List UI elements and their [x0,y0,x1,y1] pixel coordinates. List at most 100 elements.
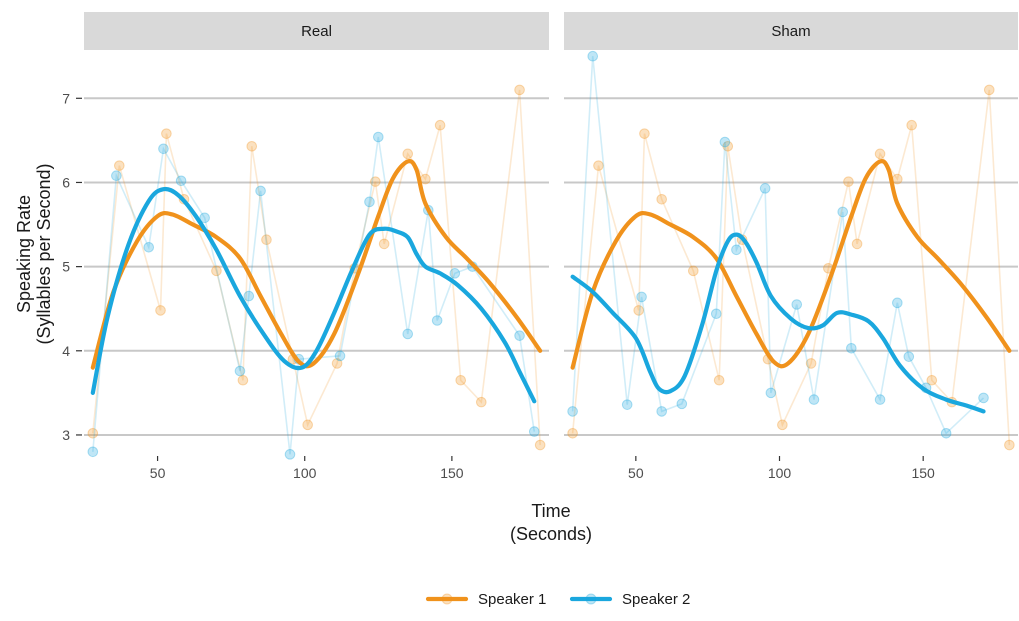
data-point-speaker-1 [434,119,446,131]
data-point-speaker-1 [983,84,995,96]
data-point-speaker-1 [906,119,917,131]
data-point-speaker-1 [874,148,886,160]
data-point-speaker-2 [621,399,633,410]
data-point-speaker-2 [87,446,99,458]
data-point-speaker-1 [722,140,734,152]
data-point-speaker-1 [370,176,381,187]
data-point-speaker-2 [719,136,731,148]
y-axis-title-line-1: Speaking Rate [14,195,34,313]
facet-label: Sham [771,23,810,40]
data-point-speaker-2 [528,426,540,437]
smooth-line-speaker-1 [90,158,543,370]
legend: Speaker 1 Speaker 2 [425,591,690,608]
data-point-speaker-1 [261,234,272,245]
x-tick-label: 150 [440,465,464,481]
raw-line-speaker-1 [571,89,1011,446]
data-point-speaker-1 [777,419,788,431]
raw-line-speaker-2 [571,56,985,435]
data-point-speaker-1 [237,374,249,386]
data-point-speaker-1 [420,173,431,185]
x-tick-label: 150 [911,465,935,481]
data-point-speaker-2 [636,291,647,303]
data-point-speaker-2 [846,342,857,354]
legend-key-point [585,593,597,605]
data-point-speaker-2 [874,394,886,405]
data-point-speaker-2 [284,449,296,460]
data-point-speaker-2 [710,308,722,320]
data-point-speaker-2 [449,268,461,279]
smooth-line-speaker-2 [90,186,537,404]
legend-key-point [441,593,453,605]
x-axis-title-line-1: Time [531,501,570,521]
facet-label: Real [301,23,332,40]
data-point-speaker-2 [111,170,122,182]
data-point-speaker-1 [633,305,645,316]
data-point-speaker-2 [373,131,384,143]
data-point-speaker-1 [639,128,650,139]
data-point-speaker-1 [161,128,172,139]
data-point-speaker-2 [731,244,742,256]
data-point-speaker-2 [243,290,255,302]
data-point-speaker-1 [331,358,343,369]
panel-real: Real [84,12,549,460]
data-point-speaker-1 [892,173,903,185]
data-point-speaker-2 [158,143,169,155]
data-point-speaker-1 [87,427,99,439]
panel-sham: Sham [564,12,1018,451]
data-point-speaker-2 [567,406,578,417]
data-point-speaker-1 [155,305,166,316]
x-tick-label: 100 [293,465,317,481]
data-point-speaker-2 [402,328,414,340]
data-point-speaker-2 [514,330,525,341]
data-point-speaker-2 [978,392,989,404]
y-tick-label: 5 [62,259,70,275]
data-point-speaker-2 [808,394,820,405]
facet-strip [84,12,549,50]
y-tick-label: 4 [62,343,70,359]
data-point-speaker-2 [765,387,777,399]
legend-item-speaker-1: Speaker 1 [425,591,546,608]
y-tick-label: 6 [62,174,70,190]
data-point-speaker-2 [759,183,771,194]
data-point-speaker-1 [455,374,467,386]
y-axis-title: Speaking Rate (Syllables per Second) [14,163,54,344]
x-tick-label: 100 [768,465,792,481]
facet-strip [564,12,1018,50]
data-point-speaker-2 [364,196,375,208]
legend-item-speaker-2: Speaker 2 [569,591,690,608]
data-point-speaker-2 [431,315,443,326]
data-point-speaker-2 [143,241,155,253]
data-point-speaker-2 [837,206,849,218]
y-tick-label: 7 [62,90,70,106]
data-point-speaker-1 [851,238,863,250]
data-point-speaker-2 [903,351,915,362]
data-point-speaker-1 [688,265,699,277]
data-point-speaker-1 [926,374,938,386]
data-point-speaker-2 [199,212,210,224]
data-point-speaker-1 [114,160,125,171]
data-point-speaker-1 [246,140,258,152]
data-point-speaker-1 [534,439,546,451]
x-tick-label: 50 [628,465,644,481]
raw-line-speaker-1 [92,89,541,446]
data-point-speaker-1 [656,193,668,205]
data-point-speaker-2 [656,406,668,417]
data-point-speaker-2 [676,398,688,410]
data-point-speaker-2 [587,50,599,62]
smooth-line-speaker-1 [570,158,1012,370]
data-point-speaker-2 [255,185,266,197]
data-point-speaker-2 [892,297,903,309]
smooth-line-speaker-2 [570,232,986,414]
data-point-speaker-1 [713,374,725,386]
data-point-speaker-2 [334,350,346,362]
data-point-speaker-1 [378,238,390,250]
data-point-speaker-1 [402,148,414,160]
data-point-speaker-2 [175,175,187,187]
data-point-speaker-1 [593,160,604,171]
data-point-speaker-2 [234,365,246,377]
y-tick-label: 3 [62,427,70,443]
data-point-speaker-1 [1004,439,1015,451]
data-point-speaker-1 [805,358,817,369]
y-axis-title-line-2: (Syllables per Second) [34,163,54,344]
data-point-speaker-1 [843,176,854,187]
